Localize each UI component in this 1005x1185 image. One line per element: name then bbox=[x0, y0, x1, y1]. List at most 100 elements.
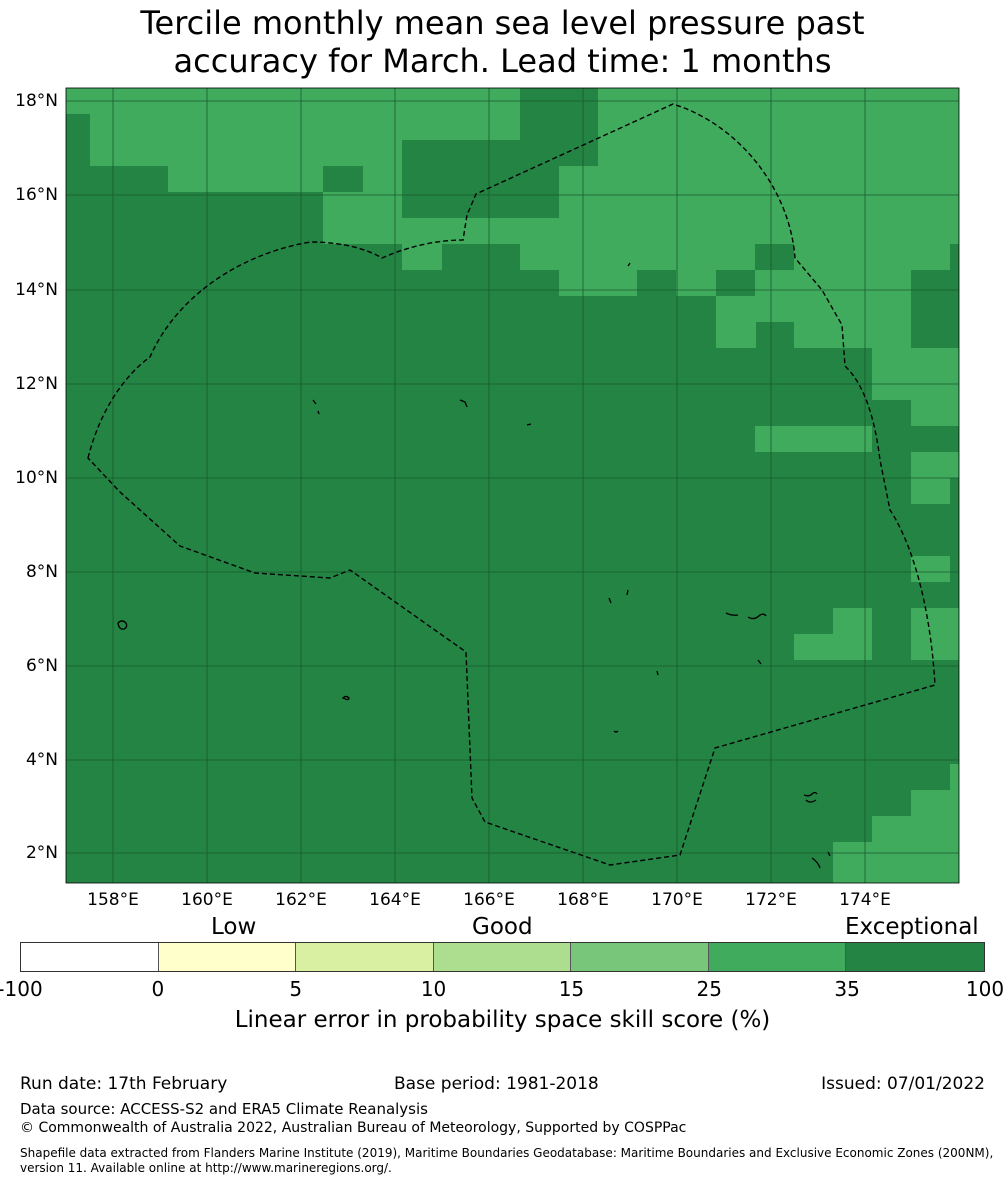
skill-cell-dark bbox=[559, 114, 598, 166]
skill-cell-light bbox=[716, 296, 911, 322]
latitude-label: 10°N bbox=[15, 468, 58, 488]
latitude-label: 6°N bbox=[25, 656, 58, 676]
longitude-label: 170°E bbox=[651, 890, 703, 910]
skill-cell-light bbox=[168, 166, 323, 192]
colorbar-segment bbox=[846, 943, 984, 971]
latitude-label: 8°N bbox=[25, 562, 58, 582]
colorbar-segment bbox=[708, 943, 847, 971]
skill-cell-dark bbox=[402, 140, 480, 166]
skill-cell-light bbox=[755, 426, 872, 452]
skill-cell-light bbox=[911, 790, 959, 816]
colorbar-segment bbox=[158, 943, 297, 971]
longitude-label: 168°E bbox=[557, 890, 609, 910]
skill-cell-light bbox=[872, 374, 959, 400]
skill-cell-light bbox=[441, 218, 959, 244]
longitude-label: 172°E bbox=[745, 890, 797, 910]
colorbar-tick-label: -100 bbox=[0, 977, 43, 1001]
run-date: Run date: 17th February bbox=[20, 1074, 228, 1094]
colorbar-segment bbox=[21, 943, 159, 971]
skill-cell-light bbox=[323, 218, 441, 244]
skill-cell-light bbox=[520, 244, 755, 270]
colorbar-category-good: Good bbox=[472, 914, 533, 940]
colorbar-segment bbox=[571, 943, 709, 971]
longitude-label: 158°E bbox=[87, 890, 139, 910]
skill-cell-light bbox=[911, 452, 959, 478]
skill-cell-light bbox=[911, 634, 959, 660]
colorbar-label: Linear error in probability space skill … bbox=[234, 1007, 771, 1033]
island-outline bbox=[608, 589, 629, 733]
issued-date: Issued: 07/01/2022 bbox=[821, 1074, 985, 1094]
colorbar-category-exceptional: Exceptional bbox=[845, 914, 979, 940]
longitude-label: 160°E bbox=[181, 890, 233, 910]
longitude-label: 164°E bbox=[369, 890, 421, 910]
skill-cell-dark bbox=[520, 166, 559, 192]
colorbar-tick-label: 5 bbox=[289, 977, 303, 1001]
colorbar-segment bbox=[296, 943, 434, 971]
skill-cell-light bbox=[794, 244, 950, 270]
skill-cell-light bbox=[323, 192, 402, 218]
skill-grid-cells bbox=[66, 88, 959, 883]
map-gridlines bbox=[66, 88, 959, 883]
skill-cell-dark bbox=[755, 244, 794, 270]
shapefile-credit: Shapefile data extracted from Flanders M… bbox=[20, 1146, 994, 1175]
skill-cell-light bbox=[833, 608, 872, 634]
skill-cell-light bbox=[559, 270, 637, 296]
skill-cell-light bbox=[872, 348, 959, 374]
skill-cell-light bbox=[911, 608, 959, 634]
longitude-label: 162°E bbox=[275, 890, 327, 910]
skill-cell-light bbox=[559, 192, 959, 218]
colorbar-tick-label: 10 bbox=[420, 977, 447, 1001]
island-outline bbox=[117, 620, 128, 630]
latitude-label: 16°N bbox=[15, 185, 58, 205]
skill-cell-light bbox=[676, 270, 716, 296]
longitude-label: 166°E bbox=[463, 890, 515, 910]
skill-cell-light bbox=[559, 166, 959, 192]
skill-cell-light bbox=[363, 166, 402, 192]
colorbar-segment bbox=[433, 943, 572, 971]
skill-cell-light bbox=[794, 322, 911, 348]
colorbar-tick-label: 35 bbox=[834, 977, 860, 1001]
colorbar-tick-label: 15 bbox=[558, 977, 585, 1001]
skill-cell-light bbox=[794, 634, 872, 660]
copyright-notice: © Commonwealth of Australia 2022, Austra… bbox=[20, 1120, 687, 1136]
colorbar bbox=[20, 942, 985, 972]
skill-cell-light bbox=[950, 764, 959, 790]
latitude-label: 4°N bbox=[25, 750, 58, 770]
island-outline bbox=[725, 612, 767, 620]
skill-cell-light bbox=[598, 114, 959, 140]
base-period: Base period: 1981-2018 bbox=[394, 1074, 599, 1094]
latitude-label: 18°N bbox=[15, 91, 58, 111]
colorbar-tick-label: 0 bbox=[151, 977, 165, 1001]
skill-cell-light bbox=[90, 114, 520, 140]
skill-cell-light bbox=[911, 478, 950, 504]
map-frame bbox=[65, 87, 960, 884]
map-title-line-1: Tercile monthly mean sea level pressure … bbox=[140, 4, 865, 42]
island-outlines bbox=[117, 262, 831, 869]
island-outline bbox=[341, 695, 350, 701]
colorbar-tick-label: 25 bbox=[696, 977, 722, 1001]
skill-score-map bbox=[65, 87, 960, 884]
latitude-label: 2°N bbox=[25, 843, 58, 863]
skill-cell-dark bbox=[950, 244, 959, 270]
latitude-label: 14°N bbox=[15, 280, 58, 300]
skill-cell-light bbox=[911, 400, 959, 426]
skill-cell-light bbox=[90, 140, 402, 166]
skill-cell-light bbox=[598, 140, 959, 166]
skill-cell-dark bbox=[480, 166, 520, 192]
skill-cell-light bbox=[833, 842, 959, 868]
latitude-label: 12°N bbox=[15, 374, 58, 394]
map-title-line-2: accuracy for March. Lead time: 1 months bbox=[173, 42, 832, 80]
island-outline bbox=[811, 851, 831, 869]
longitude-label: 174°E bbox=[839, 890, 891, 910]
colorbar-category-low: Low bbox=[211, 914, 257, 940]
skill-cell-light bbox=[911, 556, 950, 582]
island-outline bbox=[312, 399, 468, 415]
skill-cell-dark bbox=[911, 270, 950, 322]
skill-cell-dark bbox=[716, 270, 755, 296]
skill-cell-light bbox=[833, 868, 959, 883]
skill-cell-light bbox=[755, 270, 911, 296]
data-source: Data source: ACCESS-S2 and ERA5 Climate … bbox=[20, 1100, 428, 1118]
colorbar-tick-label: 100 bbox=[965, 977, 1005, 1001]
island-outline bbox=[526, 262, 762, 676]
eez-boundary-line bbox=[87, 103, 936, 866]
